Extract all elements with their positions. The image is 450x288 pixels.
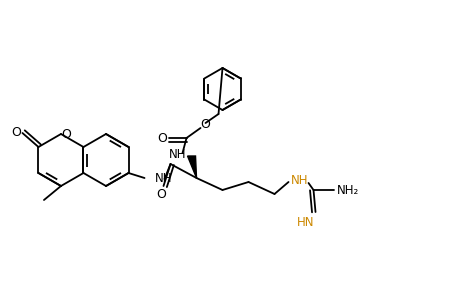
Polygon shape [188, 156, 197, 178]
Text: HN: HN [297, 215, 314, 228]
Text: O: O [157, 189, 166, 202]
Text: O: O [12, 126, 22, 139]
Text: NH: NH [169, 147, 186, 160]
Text: O: O [61, 128, 71, 141]
Text: NH: NH [291, 175, 308, 187]
Text: NH₂: NH₂ [337, 183, 359, 196]
Text: O: O [158, 132, 167, 145]
Text: NH: NH [154, 173, 172, 185]
Text: O: O [201, 118, 211, 132]
